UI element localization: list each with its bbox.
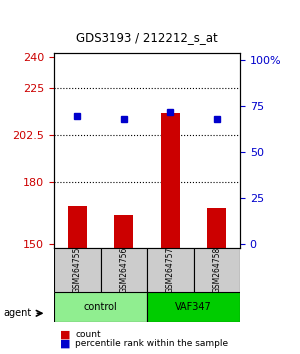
Text: GSM264755: GSM264755	[73, 247, 82, 293]
Bar	[161, 113, 179, 248]
Text: ■: ■	[60, 330, 70, 339]
FancyBboxPatch shape	[54, 248, 100, 292]
FancyBboxPatch shape	[194, 248, 240, 292]
Text: VAF347: VAF347	[175, 302, 212, 312]
Bar	[115, 215, 133, 248]
Text: GSM264758: GSM264758	[212, 247, 221, 293]
Text: count: count	[75, 330, 100, 339]
FancyBboxPatch shape	[54, 292, 147, 322]
Text: agent: agent	[3, 308, 31, 318]
FancyBboxPatch shape	[147, 248, 194, 292]
Bar	[208, 209, 226, 248]
FancyBboxPatch shape	[147, 292, 240, 322]
FancyBboxPatch shape	[100, 248, 147, 292]
Text: GSM264757: GSM264757	[166, 247, 175, 293]
Text: GSM264756: GSM264756	[119, 247, 128, 293]
Text: GDS3193 / 212212_s_at: GDS3193 / 212212_s_at	[76, 31, 218, 44]
Text: percentile rank within the sample: percentile rank within the sample	[75, 339, 228, 348]
Text: control: control	[84, 302, 117, 312]
Text: ■: ■	[60, 338, 70, 348]
Bar	[68, 206, 87, 248]
